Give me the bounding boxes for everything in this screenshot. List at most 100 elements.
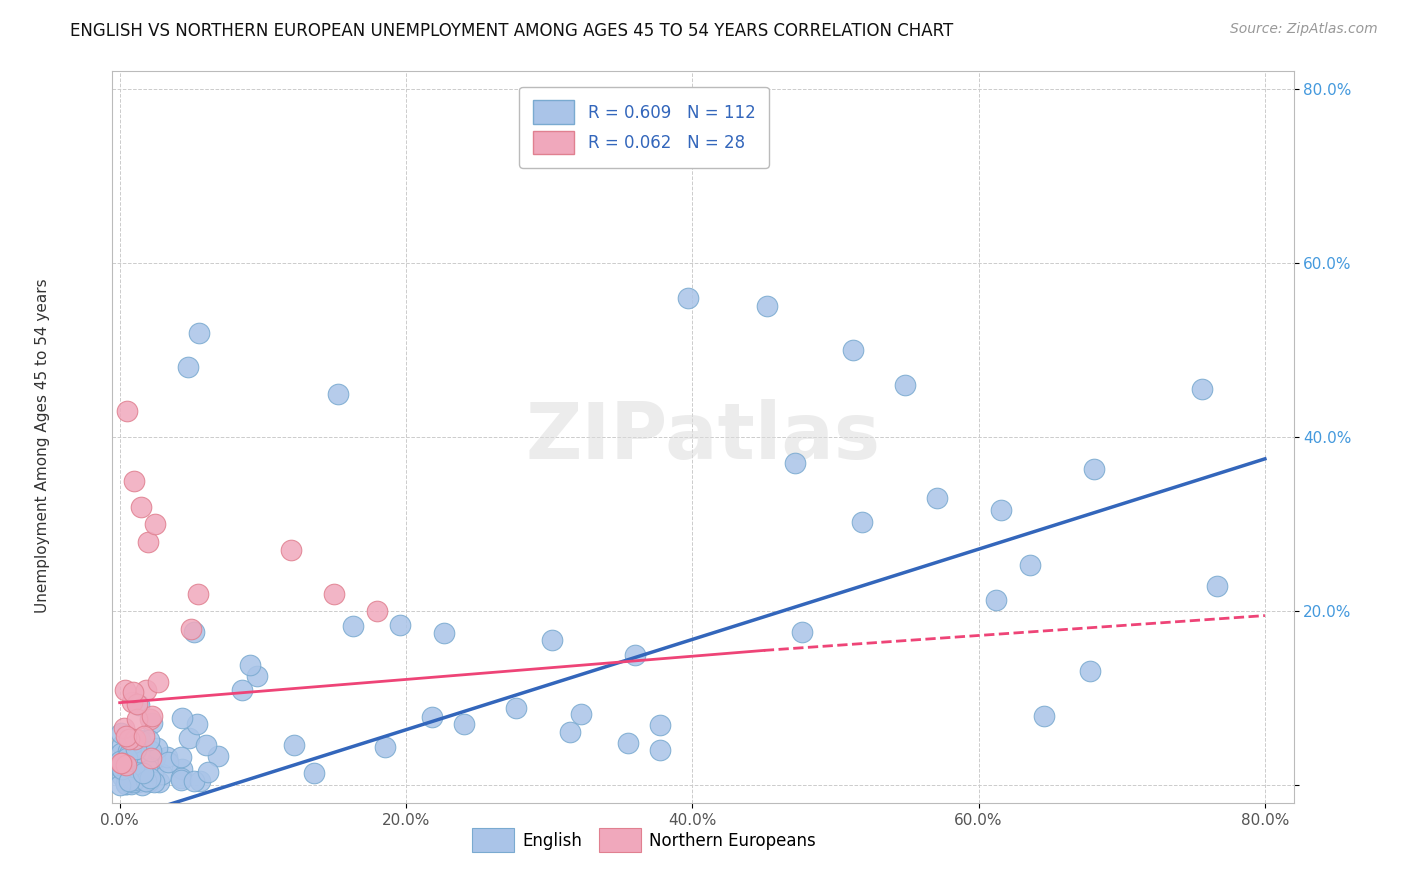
Point: [342, 619, 364, 633]
Point: [197, 764, 219, 779]
Point: [150, 766, 173, 780]
Text: ZIPatlas: ZIPatlas: [526, 399, 880, 475]
Point: [505, 700, 527, 714]
Point: [374, 739, 396, 754]
Point: [111, 762, 134, 776]
Point: [124, 739, 146, 754]
Point: [122, 760, 145, 774]
Point: [170, 772, 193, 787]
Point: [122, 684, 145, 698]
Point: [783, 456, 806, 470]
Text: Source: ZipAtlas.com: Source: ZipAtlas.com: [1230, 22, 1378, 37]
Point: [125, 766, 148, 780]
Point: [111, 739, 134, 753]
Point: [114, 777, 136, 791]
Point: [128, 745, 150, 759]
Point: [108, 778, 131, 792]
Point: [239, 658, 262, 673]
Point: [790, 624, 813, 639]
Point: [195, 738, 218, 752]
Point: [128, 744, 150, 758]
Point: [177, 360, 200, 375]
Point: [122, 736, 145, 750]
Point: [138, 732, 160, 747]
Point: [558, 724, 581, 739]
Point: [143, 775, 166, 789]
Point: [366, 604, 388, 618]
Point: [323, 587, 346, 601]
Point: [121, 695, 143, 709]
Point: [842, 343, 865, 357]
Point: [187, 326, 209, 340]
Point: [155, 750, 177, 764]
Point: [127, 771, 149, 785]
Point: [246, 669, 269, 683]
Point: [132, 730, 155, 744]
Point: [756, 300, 779, 314]
Point: [118, 731, 141, 746]
Point: [183, 625, 205, 640]
Point: [231, 683, 253, 698]
Point: [132, 743, 155, 757]
Point: [146, 675, 169, 690]
Point: [420, 710, 443, 724]
Point: [125, 742, 148, 756]
Point: [112, 721, 135, 735]
Point: [1078, 665, 1101, 679]
Point: [124, 764, 146, 779]
Point: [186, 717, 208, 731]
Point: [145, 751, 167, 765]
Point: [170, 711, 193, 725]
Point: [1083, 461, 1105, 475]
Point: [648, 718, 671, 732]
Point: [139, 713, 162, 727]
Point: [280, 543, 302, 558]
Point: [135, 774, 157, 789]
Point: [117, 766, 139, 780]
Point: [623, 648, 645, 662]
Point: [110, 746, 132, 760]
Text: ENGLISH VS NORTHERN EUROPEAN UNEMPLOYMENT AMONG AGES 45 TO 54 YEARS CORRELATION : ENGLISH VS NORTHERN EUROPEAN UNEMPLOYMEN…: [70, 22, 953, 40]
Point: [125, 755, 148, 769]
Point: [141, 716, 163, 731]
Point: [129, 500, 152, 514]
Point: [128, 764, 150, 778]
Point: [170, 762, 193, 776]
Point: [170, 749, 193, 764]
Point: [139, 751, 162, 765]
Point: [1033, 708, 1056, 723]
Point: [120, 777, 142, 791]
Point: [136, 775, 159, 789]
Point: [118, 773, 141, 788]
Point: [145, 517, 167, 532]
Point: [894, 377, 917, 392]
Point: [136, 534, 159, 549]
Point: [187, 587, 209, 601]
Point: [141, 709, 163, 723]
Point: [676, 291, 699, 305]
Point: [114, 764, 136, 779]
Point: [328, 386, 350, 401]
Point: [541, 632, 564, 647]
Point: [125, 769, 148, 783]
Point: [617, 735, 640, 749]
Point: [135, 683, 157, 698]
Point: [115, 777, 138, 791]
Point: [124, 746, 146, 760]
Point: [138, 774, 160, 789]
Point: [125, 712, 148, 726]
Point: [127, 775, 149, 789]
Point: [121, 765, 143, 780]
Point: [128, 698, 150, 712]
Point: [148, 775, 170, 789]
Point: [207, 748, 229, 763]
Point: [131, 778, 153, 792]
Point: [124, 732, 146, 747]
Legend: English, Northern Europeans: English, Northern Europeans: [464, 820, 824, 860]
Point: [132, 765, 155, 780]
Point: [142, 764, 165, 779]
Point: [118, 747, 141, 762]
Point: [1191, 382, 1213, 396]
Point: [925, 491, 948, 505]
Point: [648, 743, 671, 757]
